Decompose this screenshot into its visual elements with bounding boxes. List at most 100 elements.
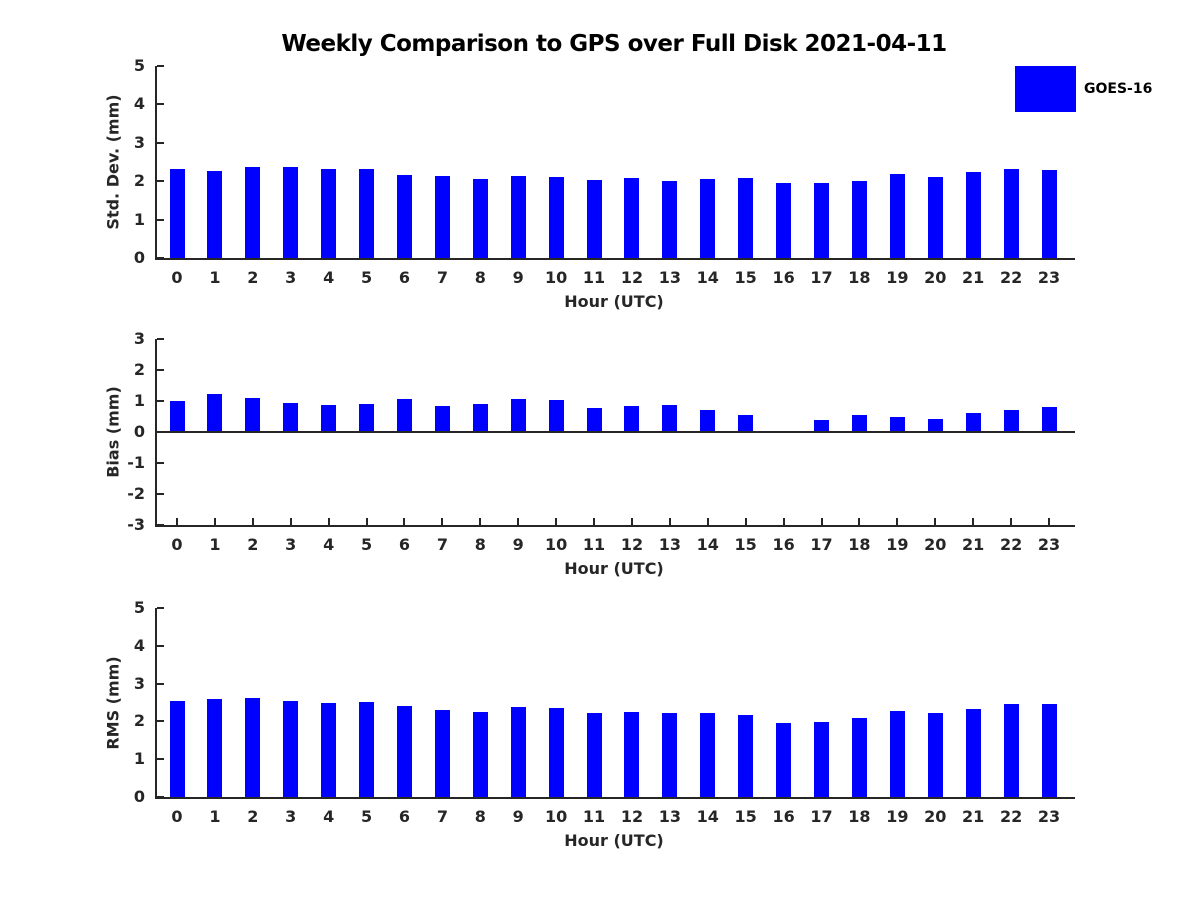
legend: GOES-16 <box>1015 66 1152 112</box>
x-tick-label: 15 <box>734 535 757 554</box>
x-tick-label: 14 <box>696 535 719 554</box>
x-tick-label: 4 <box>323 535 335 554</box>
bar-hour-5 <box>359 168 375 258</box>
bar-hour-14 <box>700 178 716 258</box>
x-tick-label: 11 <box>582 807 606 826</box>
bar-hour-2 <box>245 166 261 258</box>
bar-hour-10 <box>548 708 564 797</box>
x-tick-label: 13 <box>658 268 681 287</box>
bar-hour-22 <box>1003 409 1019 432</box>
chart-title: Weekly Comparison to GPS over Full Disk … <box>281 31 947 57</box>
legend-label-goes16: GOES-16 <box>1084 81 1153 97</box>
x-tick-label: 10 <box>544 807 568 826</box>
bar-hour-3 <box>283 166 299 258</box>
x-tick <box>934 518 937 525</box>
bar-hour-10 <box>548 400 564 432</box>
x-tick-label: 8 <box>474 807 486 826</box>
x-axis-title-rms: Hour (UTC) <box>564 831 664 850</box>
x-tick-label: 2 <box>247 807 259 826</box>
x-tick-label: 15 <box>734 807 757 826</box>
bar-hour-16 <box>776 183 792 258</box>
bar-hour-6 <box>396 399 412 432</box>
bar-hour-8 <box>472 711 488 797</box>
x-tick <box>213 518 216 525</box>
y-tick-label: 4 <box>133 94 145 114</box>
x-tick-label: 18 <box>848 807 871 826</box>
bar-hour-21 <box>965 172 981 258</box>
y-tick <box>157 607 164 609</box>
bar-hour-11 <box>586 407 602 432</box>
x-tick <box>820 518 823 525</box>
bar-hour-4 <box>321 405 337 432</box>
bar-hour-5 <box>359 701 375 797</box>
x-tick <box>365 518 368 525</box>
x-tick-label: 7 <box>436 535 448 554</box>
x-tick-label: 23 <box>1037 268 1061 287</box>
bar-hour-15 <box>738 414 754 432</box>
y-tick <box>157 720 164 723</box>
x-tick-label: 20 <box>924 535 947 554</box>
bar-hour-18 <box>851 717 867 797</box>
panel-rms: RMS (mm) 0 1 2 3 4 5 0 1 2 3 4 5 6 7 8 9 10 11 12 13 14 15 16 1… <box>0 598 1200 858</box>
x-tick-label: 21 <box>962 535 985 554</box>
x-tick-label: 3 <box>285 807 297 826</box>
x-tick-label: 5 <box>360 807 373 826</box>
bar-hour-22 <box>1003 704 1019 797</box>
bar-hour-5 <box>359 404 375 432</box>
x-tick-label: 16 <box>772 807 795 826</box>
x-tick-label: 0 <box>171 268 183 287</box>
x-tick <box>327 518 330 525</box>
y-tick <box>157 644 164 647</box>
y-tick-label: 2 <box>133 171 145 191</box>
y-tick <box>157 180 164 183</box>
x-tick-label: 2 <box>247 535 259 554</box>
bar-hour-17 <box>814 183 830 258</box>
y-tick <box>157 218 164 221</box>
y-tick <box>157 103 164 106</box>
bar-hour-1 <box>207 698 223 797</box>
y-tick <box>157 524 164 526</box>
y-tick <box>157 369 164 371</box>
y-tick-label: 1 <box>133 209 145 229</box>
x-tick-label: 18 <box>848 268 871 287</box>
x-tick <box>593 518 596 525</box>
x-tick-label: 5 <box>360 268 373 287</box>
y-tick-label: 4 <box>133 635 145 655</box>
bar-hour-14 <box>700 409 716 432</box>
x-tick-label: 2 <box>247 268 259 287</box>
legend-swatch-goes16 <box>1015 66 1076 112</box>
x-tick-label: 17 <box>810 535 833 554</box>
x-tick-label: 23 <box>1037 535 1061 554</box>
bar-hour-23 <box>1041 704 1057 797</box>
bar-hour-0 <box>169 700 185 797</box>
x-tick-label: 17 <box>810 807 833 826</box>
x-tick-label: 19 <box>886 807 909 826</box>
x-axis-title-std-dev: Hour (UTC) <box>564 292 664 311</box>
x-tick-label: 16 <box>772 268 795 287</box>
bar-hour-20 <box>927 418 943 432</box>
bar-hour-12 <box>624 178 640 258</box>
bar-hour-1 <box>207 170 223 258</box>
y-tick <box>157 257 164 259</box>
x-tick-label: 8 <box>474 535 486 554</box>
bar-hour-8 <box>472 404 488 432</box>
zero-axis-line <box>157 431 1075 433</box>
bar-hour-13 <box>662 712 678 797</box>
y-tick-label: 2 <box>133 711 145 731</box>
x-tick <box>782 518 785 525</box>
x-tick-label: 6 <box>398 268 411 287</box>
x-tick-label: 9 <box>512 807 524 826</box>
x-tick-label: 1 <box>209 535 221 554</box>
y-tick <box>157 338 164 340</box>
x-tick-label: 21 <box>962 807 985 826</box>
x-tick-label: 22 <box>999 535 1023 554</box>
x-tick <box>441 518 444 525</box>
y-tick-label: 2 <box>133 360 145 379</box>
x-tick <box>972 518 975 525</box>
x-axis-title-bias: Hour (UTC) <box>564 559 664 578</box>
x-tick <box>479 518 482 525</box>
bar-hour-2 <box>245 697 261 797</box>
bar-hour-12 <box>624 405 640 432</box>
std-dev-plot-area: GOES-16 0 1 2 3 4 5 0 1 2 3 4 5 6 7 8 9 10 11 12 13 14 15 16 17… <box>134 56 1152 287</box>
